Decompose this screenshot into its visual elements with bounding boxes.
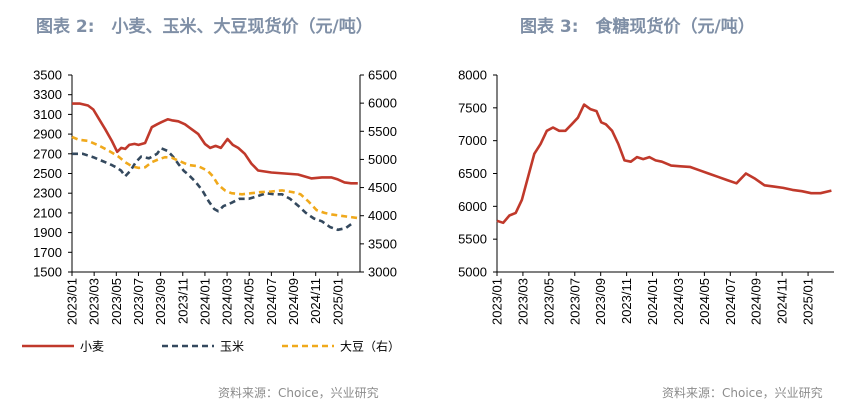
y-tick-label: 1700 <box>33 245 62 260</box>
x-tick-label: 2023/11 <box>619 278 634 324</box>
x-tick-label: 2024/11 <box>308 278 323 324</box>
x-tick-label: 2023/03 <box>515 278 530 325</box>
y-right-tick-label: 3500 <box>368 236 397 251</box>
y-tick-label: 2100 <box>33 205 62 220</box>
y-tick-label: 6000 <box>458 199 487 214</box>
y-tick-label: 2700 <box>33 146 62 161</box>
legend-label: 大豆（右） <box>340 339 400 354</box>
y-tick-label: 2500 <box>33 166 62 181</box>
y-tick-label: 3500 <box>33 68 62 83</box>
x-tick-label: 2025/01 <box>801 278 816 325</box>
y-right-tick-label: 6000 <box>368 96 397 111</box>
y-tick-label: 8000 <box>458 68 487 83</box>
x-tick-label: 2024/11 <box>775 278 790 324</box>
y-right-tick-label: 6500 <box>368 68 397 83</box>
x-tick-label: 2023/09 <box>153 278 168 325</box>
x-tick-label: 2023/01 <box>490 278 505 325</box>
x-tick-label: 2023/07 <box>131 278 146 325</box>
x-tick-label: 2023/05 <box>541 278 556 325</box>
x-tick-label: 2024/09 <box>286 278 301 325</box>
x-tick-label: 2024/05 <box>242 278 257 325</box>
series-line-食糖 <box>496 103 832 225</box>
x-tick-label: 2024/07 <box>723 278 738 325</box>
series-line-玉米 <box>72 146 352 232</box>
chart2-title: 图表 3: 食糖现货价（元/吨） <box>520 17 755 37</box>
y-right-tick-label: 5500 <box>368 124 397 139</box>
y-tick-label: 7500 <box>458 100 487 115</box>
x-tick-label: 2023/09 <box>593 278 608 325</box>
y-right-tick-label: 4500 <box>368 180 397 195</box>
series-line-大豆（右） <box>71 135 358 220</box>
y-tick-label: 2900 <box>33 127 62 142</box>
series-line-小麦 <box>72 102 358 185</box>
legend-label: 小麦 <box>80 340 104 354</box>
x-tick-label: 2023/07 <box>567 278 582 325</box>
x-tick-label: 2023/03 <box>87 278 102 325</box>
x-tick-label: 2024/03 <box>220 278 235 325</box>
x-tick-label: 2024/09 <box>749 278 764 325</box>
x-tick-label: 2025/01 <box>330 278 345 325</box>
chart1-source: 资料来源：Choice，兴业研究 <box>218 386 379 400</box>
y-tick-label: 3100 <box>33 107 62 122</box>
y-tick-label: 3300 <box>33 87 62 102</box>
x-tick-label: 2024/01 <box>645 278 660 325</box>
chart2-source: 资料来源：Choice，兴业研究 <box>662 386 823 400</box>
y-right-tick-label: 4000 <box>368 208 397 223</box>
y-tick-label: 2300 <box>33 186 62 201</box>
y-tick-label: 6500 <box>458 166 487 181</box>
x-tick-label: 2024/05 <box>697 278 712 325</box>
y-tick-label: 5500 <box>458 232 487 247</box>
x-tick-label: 2023/11 <box>175 278 190 324</box>
legend: 小麦 玉米 大豆（右） <box>22 339 400 354</box>
x-tick-label: 2024/03 <box>671 278 686 325</box>
x-tick-label: 2023/05 <box>109 278 124 325</box>
x-tick-label: 2024/07 <box>264 278 279 325</box>
y-tick-label: 1500 <box>33 265 62 280</box>
x-tick-label: 2024/01 <box>197 278 212 325</box>
legend-label: 玉米 <box>220 340 244 354</box>
y-right-tick-label: 3000 <box>368 265 397 280</box>
y-right-tick-label: 5000 <box>368 152 397 167</box>
y-tick-label: 1900 <box>33 225 62 240</box>
y-tick-label: 7000 <box>458 133 487 148</box>
chart-1: 1500 1700 1900 2100 2300 2500 2700 2900 3100 3300… <box>33 68 397 326</box>
y-tick-label: 5000 <box>458 265 487 280</box>
chart-2: 5000 5500 6000 6500 7000 7500 8000 2023/01 2023/… <box>458 68 834 325</box>
chart1-title: 图表 2: 小麦、玉米、大豆现货价（元/吨） <box>36 17 373 37</box>
x-tick-label: 2023/01 <box>65 278 80 325</box>
